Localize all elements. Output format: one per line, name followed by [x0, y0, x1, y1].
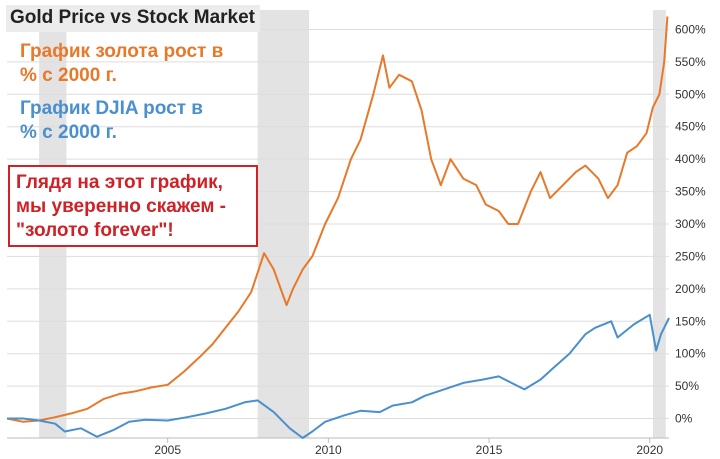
gold-label-line-1: График золота рост в — [20, 41, 224, 62]
callout-line-1: Глядя на этот график, — [16, 172, 223, 193]
x-axis-tick-labels: 2005 2010 2015 2020 — [154, 443, 663, 457]
y-tick-label-4: 200% — [675, 282, 706, 296]
y-tick-label-2: 100% — [675, 347, 706, 361]
gold-series-line — [6, 16, 669, 423]
djia-label-line-1: График DJIA рост в — [20, 98, 203, 119]
x-tick-label-3: 2020 — [636, 443, 663, 457]
y-tick-label-10: 500% — [675, 87, 706, 101]
y-tick-label-3: 150% — [675, 314, 706, 328]
y-tick-label-0: 0% — [675, 412, 693, 426]
y-tick-label-5: 250% — [675, 249, 706, 263]
callout-box: Глядя на этот график, мы уверенно скажем… — [8, 165, 258, 247]
y-tick-label-9: 450% — [675, 120, 706, 134]
y-tick-label-8: 400% — [675, 152, 706, 166]
y-tick-label-7: 350% — [675, 185, 706, 199]
x-tick-label-0: 2005 — [154, 443, 181, 457]
x-tick-label-1: 2010 — [315, 443, 342, 457]
callout-line-3: "золото forever"! — [16, 220, 174, 241]
y-axis-tick-labels: 0% 50% 100% 150% 200% 250% 300% 350% 400% 450% 500… — [675, 22, 706, 425]
gold-label-line-2: % с 2000 г. — [20, 65, 117, 86]
djia-label-line-2: % с 2000 г. — [20, 122, 117, 143]
djia-series-line — [7, 313, 670, 439]
y-tick-label-1: 50% — [675, 379, 699, 393]
djia-series-label: График DJIA рост в % с 2000 г. — [20, 97, 203, 145]
x-tick-label-2: 2015 — [476, 443, 503, 457]
series-lines — [6, 16, 670, 439]
gold-series-label: График золота рост в % с 2000 г. — [20, 40, 223, 88]
y-tick-label-12: 600% — [675, 22, 706, 36]
y-tick-label-11: 550% — [675, 55, 706, 69]
callout-line-2: мы уверенно скажем - — [16, 196, 226, 217]
chart-title: Gold Price vs Stock Market — [6, 5, 260, 32]
y-tick-label-6: 300% — [675, 217, 706, 231]
